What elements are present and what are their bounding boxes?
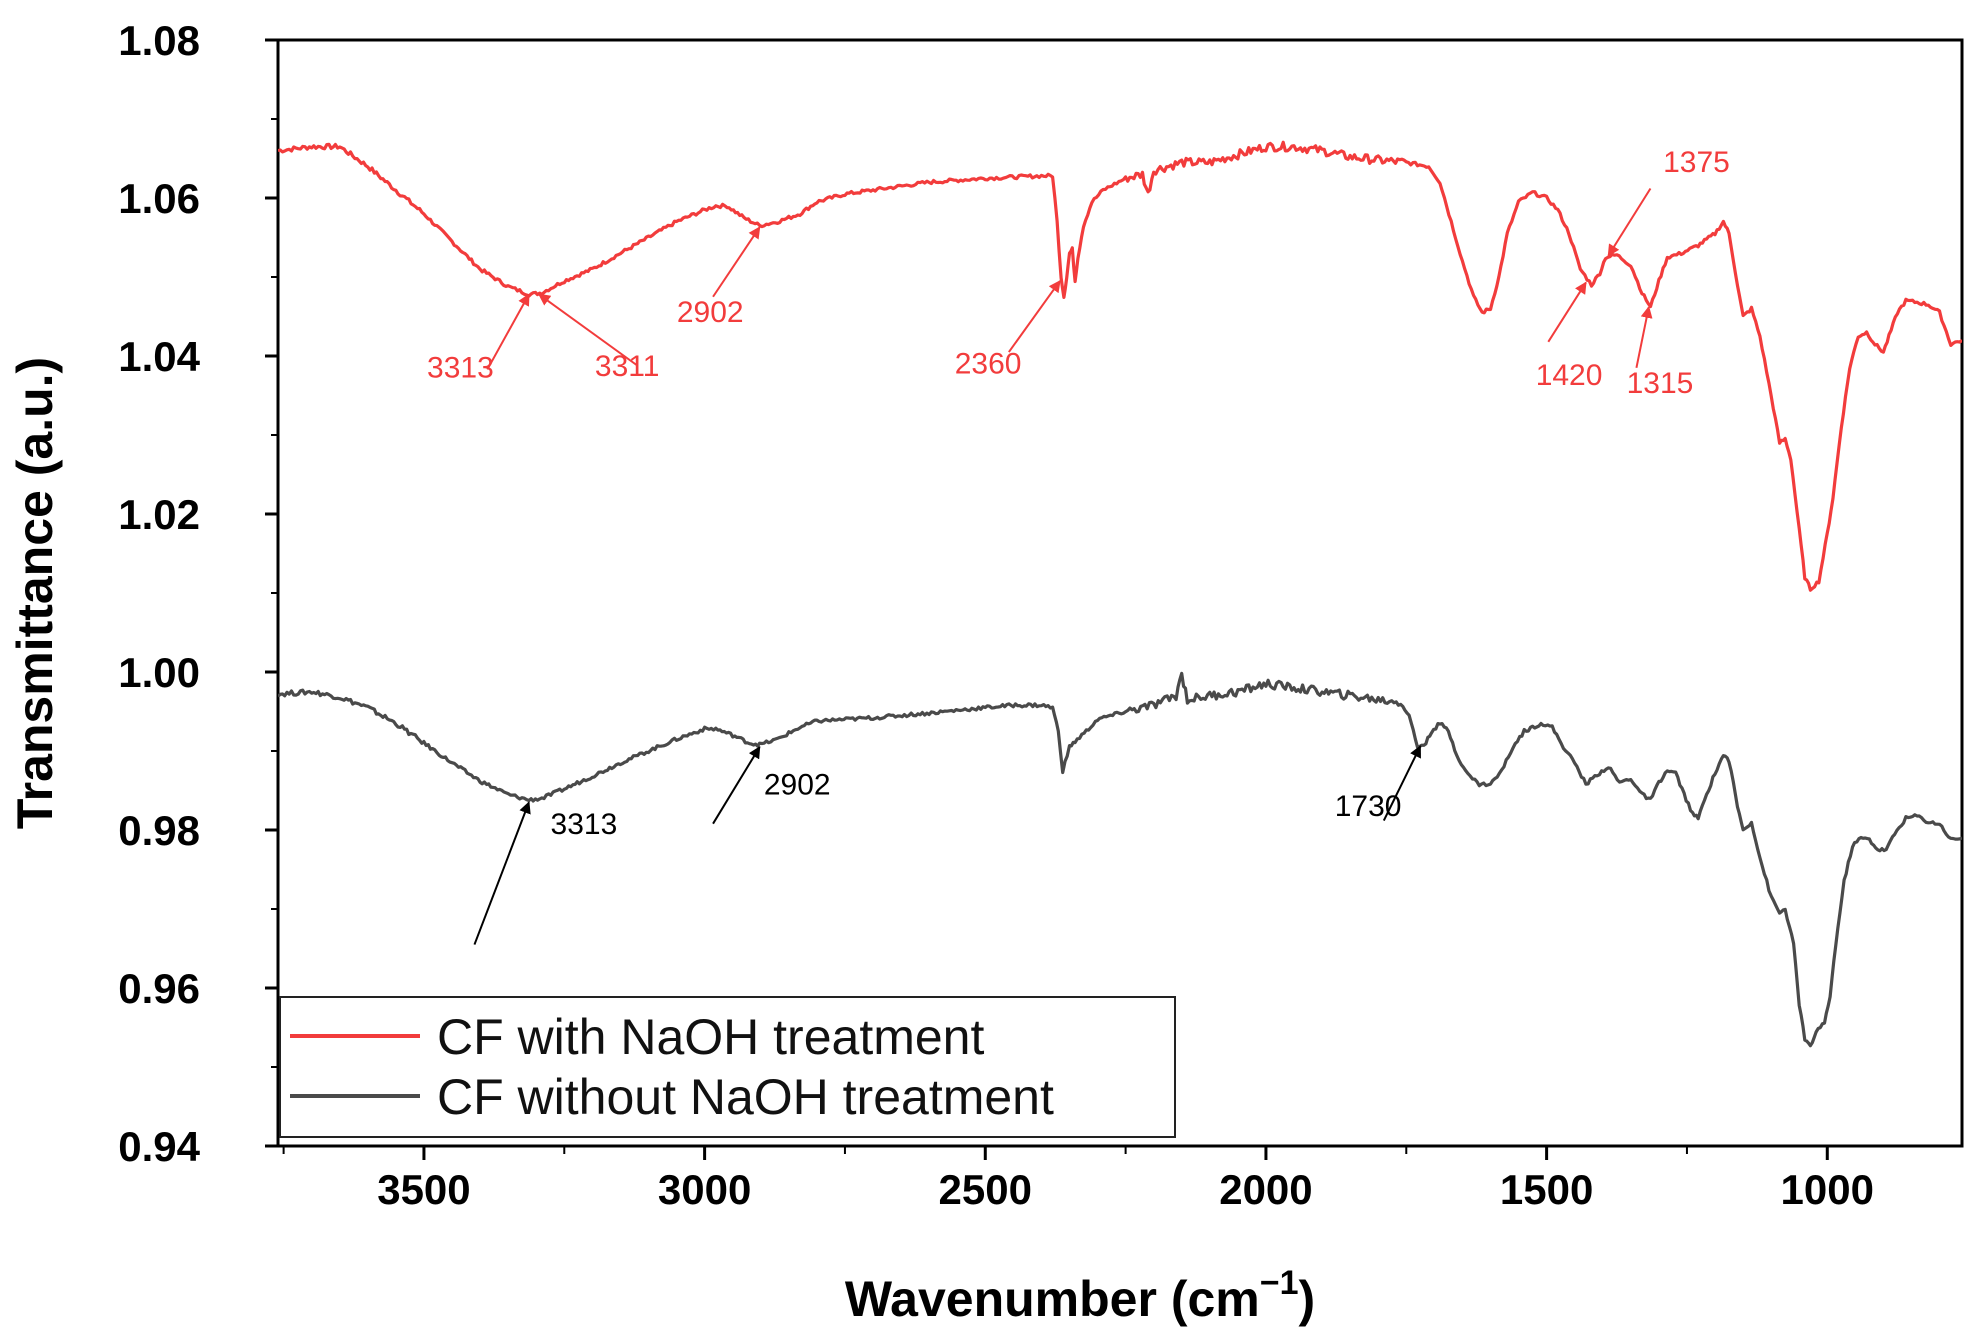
legend: CF with NaOH treatment CF without NaOH t… (279, 996, 1176, 1138)
series-layer (278, 140, 1962, 1048)
y-tick-label: 0.94 (118, 1123, 200, 1170)
series-line-without-naoh (278, 671, 1962, 1048)
annotation-arrow (538, 293, 638, 367)
legend-label-gray: CF without NaOH treatment (437, 1069, 1054, 1125)
x-axis-title-exponent: −1 (1260, 1264, 1299, 1302)
x-tick-label: 1500 (1500, 1166, 1593, 1213)
annotation-arrow (1547, 281, 1587, 343)
annotation-arrow (473, 801, 531, 945)
x-tick-label: 1000 (1781, 1166, 1874, 1213)
x-axis-title-close: ) (1299, 1271, 1316, 1327)
x-tick-label: 3500 (377, 1166, 470, 1213)
y-tick-label: 1.04 (118, 333, 200, 380)
x-tick-label: 2500 (939, 1166, 1032, 1213)
legend-box (279, 996, 1176, 1138)
x-axis-title: Wavenumber (cm−1) (845, 1264, 1315, 1327)
annotation-arrow (1635, 305, 1653, 369)
annotation-arrow (712, 226, 761, 298)
annotation-label: 3313 (551, 808, 618, 841)
y-axis-title: Transmittance (a.u.) (7, 357, 63, 829)
annotation-arrow (1382, 745, 1422, 821)
annotation-label: 1730 (1335, 790, 1402, 823)
annotation-label: 2902 (677, 296, 744, 329)
y-tick-label: 1.02 (118, 491, 200, 538)
annotation-label: 1315 (1627, 367, 1694, 400)
annotation-label: 2902 (764, 768, 831, 801)
y-tick-label: 0.96 (118, 965, 200, 1012)
annotation-label: 1420 (1536, 359, 1603, 392)
annotation-label: 3311 (595, 350, 660, 383)
y-tick-label: 0.98 (118, 807, 200, 854)
x-axis: 3500 3000 2500 2000 1500 1000 (282, 1146, 1874, 1213)
y-axis: 0.94 0.96 0.98 1.00 1.02 1.04 1.06 1.08 (118, 17, 278, 1170)
annotation-arrow (1607, 187, 1652, 257)
y-tick-label: 1.06 (118, 175, 200, 222)
x-tick-label: 3000 (658, 1166, 751, 1213)
legend-label-red: CF with NaOH treatment (437, 1009, 984, 1065)
annotation-label: 1375 (1663, 146, 1730, 179)
annotation-layer: 3313 3311 2902 2360 1375 1420 1315 3313 2902 1730 (427, 146, 1730, 945)
annotation-label: 3313 (427, 351, 494, 384)
y-tick-label: 1.00 (118, 649, 200, 696)
annotation-label: 2360 (955, 347, 1022, 380)
y-tick-label: 1.08 (118, 17, 200, 64)
series-line-with-naoh (278, 140, 1962, 592)
annotation-arrow (486, 293, 530, 370)
x-tick-label: 2000 (1219, 1166, 1312, 1213)
plot-frame (276, 38, 1964, 1148)
x-axis-title-text: Wavenumber (cm (845, 1271, 1260, 1327)
annotation-arrow (712, 746, 761, 825)
annotation-arrow (1008, 279, 1061, 353)
